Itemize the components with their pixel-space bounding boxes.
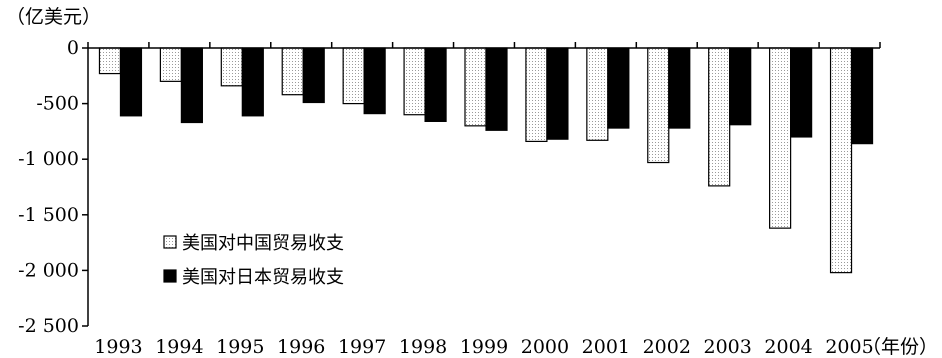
bar-china-2004 xyxy=(769,47,792,229)
legend-label-japan: 美国对日本贸易收支 xyxy=(182,267,344,288)
x-tick-label-2004: 2004 xyxy=(764,336,812,358)
x-tick-label-1995: 1995 xyxy=(216,336,264,358)
y-tick-label--2500: -2 500 xyxy=(18,315,79,337)
y-tick-label--1000: -1 000 xyxy=(18,148,79,170)
bar-japan-1995 xyxy=(241,47,264,117)
bar-japan-2002 xyxy=(668,47,691,129)
bar-japan-1996 xyxy=(302,47,325,104)
x-tick-label-2001: 2001 xyxy=(582,336,630,358)
bar-china-1997 xyxy=(342,47,365,105)
x-tick-label-1996: 1996 xyxy=(277,336,325,358)
bar-japan-1999 xyxy=(485,47,508,131)
x-tick-label-1998: 1998 xyxy=(399,336,447,358)
bar-japan-2004 xyxy=(790,47,813,138)
bar-japan-2000 xyxy=(546,47,569,140)
bar-japan-1993 xyxy=(119,47,143,117)
bar-china-2002 xyxy=(647,47,670,164)
bar-china-2000 xyxy=(525,47,548,143)
x-tick-label-1999: 1999 xyxy=(460,336,508,358)
bar-china-1995 xyxy=(220,47,243,87)
y-tick-label--1500: -1 500 xyxy=(18,204,79,226)
bar-japan-2003 xyxy=(729,47,752,126)
x-tick-label-1994: 1994 xyxy=(155,336,203,358)
bar-japan-2001 xyxy=(607,47,630,129)
bar-china-1998 xyxy=(403,47,426,116)
bar-china-1996 xyxy=(281,47,304,96)
bar-japan-2005 xyxy=(850,47,874,145)
bar-china-2003 xyxy=(708,47,731,187)
x-tick-label-2003: 2003 xyxy=(704,336,752,358)
x-tick-label-1997: 1997 xyxy=(338,336,386,358)
bar-japan-1994 xyxy=(180,47,203,124)
legend-label-china: 美国对中国贸易收支 xyxy=(182,233,344,254)
bar-china-2001 xyxy=(586,47,609,141)
y-tick-label--500: -500 xyxy=(36,93,79,115)
bar-china-2005 xyxy=(829,47,853,274)
bar-china-1999 xyxy=(464,47,487,127)
legend-swatch-china xyxy=(163,235,177,249)
x-tick-label-2000: 2000 xyxy=(521,336,569,358)
bar-china-1993 xyxy=(98,47,122,75)
y-tick-label--2000: -2 000 xyxy=(18,259,79,281)
y-tick-label-0: 0 xyxy=(67,37,79,59)
x-tick-label-2005: 2005 xyxy=(825,336,873,358)
x-axis-unit-label: （年份） xyxy=(862,336,938,358)
x-tick-label-2002: 2002 xyxy=(643,336,691,358)
y-axis-unit-label: （亿美元） xyxy=(6,6,101,28)
x-tick-label-1993: 1993 xyxy=(94,336,142,358)
plot-area: 0 -500 -1 000 -1 500 -2 000 -2 500 1993 1994 199… xyxy=(18,37,881,358)
bar-china-1994 xyxy=(159,47,182,82)
legend-swatch-japan xyxy=(163,269,177,283)
legend: 美国对中国贸易收支 美国对日本贸易收支 xyxy=(163,233,344,288)
bar-japan-1997 xyxy=(363,47,386,115)
bar-japan-1998 xyxy=(424,47,447,122)
